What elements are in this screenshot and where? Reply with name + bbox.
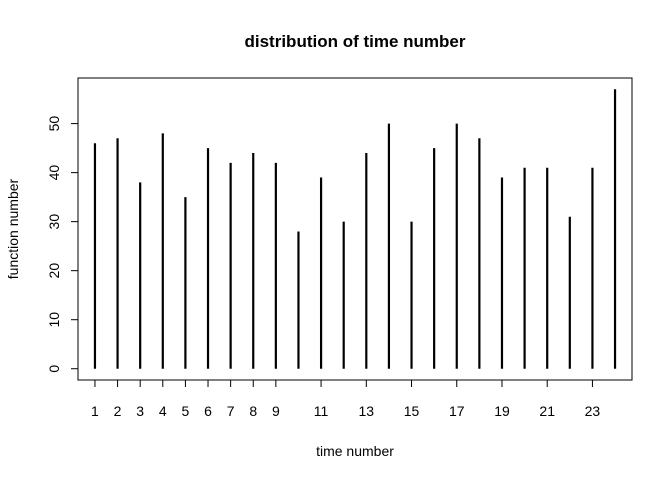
y-tick-label: 0 [46, 365, 62, 373]
y-tick-label: 40 [46, 165, 62, 181]
x-tick-label: 7 [227, 403, 235, 419]
chart-title: distribution of time number [245, 32, 466, 51]
x-tick-label: 3 [136, 403, 144, 419]
x-tick-label: 19 [494, 403, 510, 419]
y-axis: 0 10 20 30 40 50 [46, 116, 79, 373]
x-tick-label: 9 [272, 403, 280, 419]
y-tick-label: 30 [46, 214, 62, 230]
x-tick-label: 21 [539, 403, 555, 419]
x-tick-label: 15 [404, 403, 420, 419]
y-tick-label: 50 [46, 116, 62, 132]
x-tick-label: 5 [182, 403, 190, 419]
y-axis-label: function number [5, 178, 21, 279]
y-tick-label: 10 [46, 312, 62, 328]
x-axis-label: time number [316, 443, 394, 459]
x-axis: 1 2 3 4 5 6 7 8 9 11 13 15 17 19 21 23 [91, 379, 601, 419]
x-tick-label: 6 [204, 403, 212, 419]
x-tick-label: 2 [114, 403, 122, 419]
plot-frame [77, 77, 633, 381]
x-tick-label: 11 [314, 403, 329, 419]
x-tick-label: 23 [585, 403, 601, 419]
x-tick-label: 8 [249, 403, 257, 419]
x-tick-label: 4 [159, 403, 167, 419]
x-tick-label: 13 [359, 403, 375, 419]
x-tick-label: 17 [449, 403, 465, 419]
y-tick-label: 20 [46, 263, 62, 279]
x-tick-label: 1 [91, 403, 99, 419]
bars-group [93, 89, 617, 369]
